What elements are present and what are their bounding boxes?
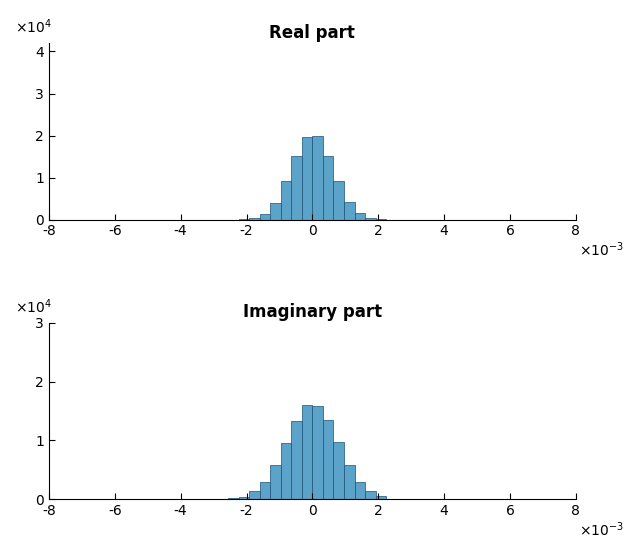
Bar (281, 442, 291, 499)
Bar (239, 497, 249, 499)
Bar (365, 218, 376, 220)
Bar (344, 202, 355, 220)
Bar (270, 464, 281, 499)
Bar (312, 136, 323, 220)
Bar (344, 465, 355, 499)
Bar (291, 156, 302, 220)
Bar (228, 498, 239, 499)
Bar (312, 406, 323, 499)
Bar (355, 482, 365, 499)
Title: Imaginary part: Imaginary part (243, 303, 382, 321)
Bar (333, 442, 344, 499)
Bar (291, 421, 302, 499)
Bar (302, 405, 312, 499)
Bar (302, 137, 312, 220)
Text: $\times 10^4$: $\times 10^4$ (15, 297, 52, 316)
Text: $\times 10^{-3}$: $\times 10^{-3}$ (579, 241, 623, 259)
Text: $\times 10^{-3}$: $\times 10^{-3}$ (579, 521, 623, 539)
Bar (249, 218, 260, 220)
Bar (365, 492, 376, 499)
Title: Real part: Real part (269, 23, 355, 41)
Bar (260, 214, 270, 220)
Bar (260, 482, 270, 499)
Bar (249, 491, 260, 499)
Bar (281, 181, 291, 220)
Bar (323, 420, 333, 499)
Bar (323, 156, 333, 220)
Text: $\times 10^4$: $\times 10^4$ (15, 17, 52, 36)
Bar (376, 496, 386, 499)
Bar (333, 181, 344, 220)
Bar (355, 214, 365, 220)
Bar (270, 203, 281, 220)
